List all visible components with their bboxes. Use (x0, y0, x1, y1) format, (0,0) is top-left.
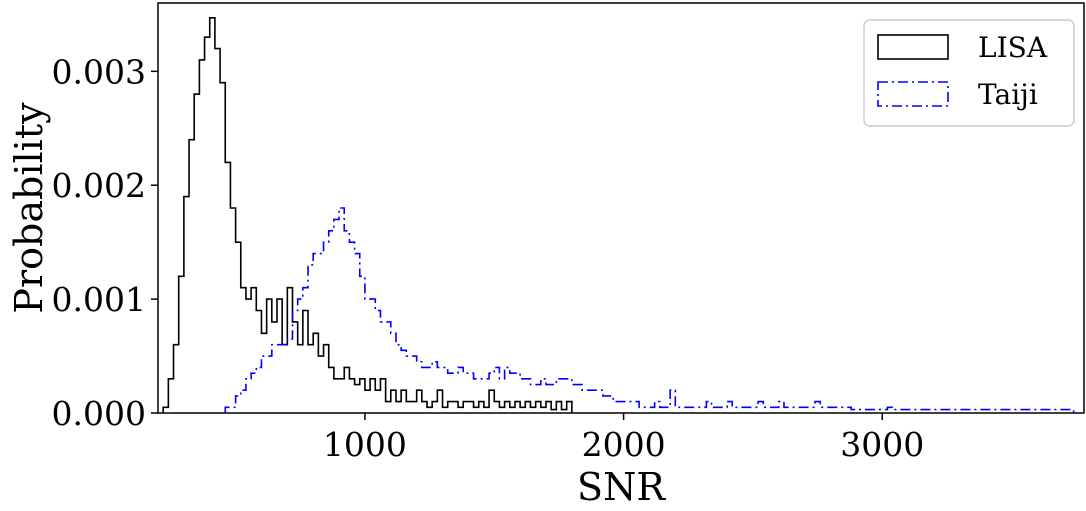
x-tick-label: 3000 (840, 425, 924, 464)
legend-swatch-lisa (877, 34, 949, 60)
legend-swatch-taiji (877, 81, 949, 107)
x-axis-label: SNR (577, 465, 666, 509)
series-layer (162, 17, 1075, 413)
legend-label-taiji: Taiji (978, 78, 1038, 111)
legend: LISA Taiji (863, 19, 1075, 127)
plot-frame (157, 2, 1085, 414)
x-tick-label: 2000 (582, 425, 666, 464)
y-tick-label: 0.003 (52, 52, 146, 91)
legend-label-lisa: LISA (978, 31, 1048, 64)
x-tick-label: 1000 (323, 425, 407, 464)
y-axis-label: Probability (7, 102, 51, 314)
x-axis-ticks: 1000 2000 3000 (323, 413, 924, 464)
histogram-series-lisa (162, 17, 573, 413)
y-axis-ticks: 0.000 0.001 0.002 0.003 (52, 52, 158, 433)
y-tick-label: 0.001 (52, 280, 146, 319)
legend-box (863, 19, 1075, 127)
histogram-series-taiji (224, 207, 1075, 413)
y-tick-label: 0.000 (52, 394, 146, 433)
y-tick-label: 0.002 (52, 166, 146, 205)
